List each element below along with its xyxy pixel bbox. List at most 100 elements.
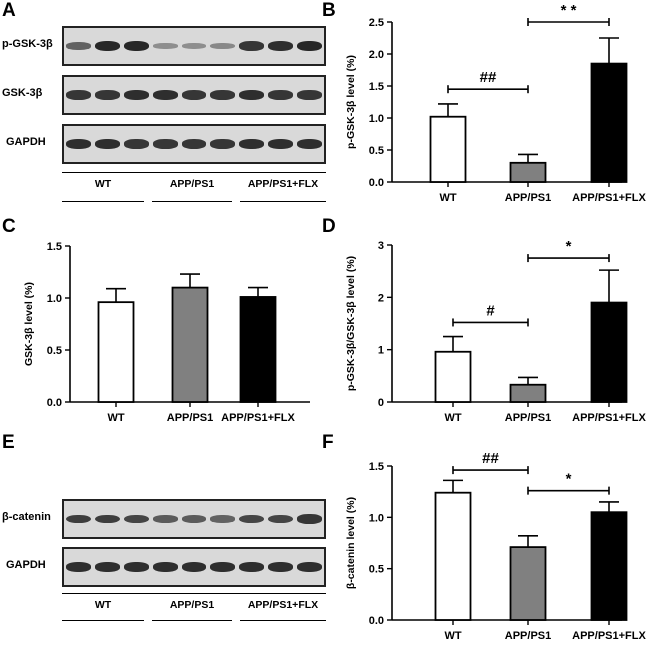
blot-band <box>239 41 265 51</box>
blot-band <box>181 43 207 49</box>
bar-c <box>171 286 209 403</box>
blot-band <box>239 139 265 149</box>
blot-band <box>181 90 207 100</box>
blot-band <box>210 562 236 572</box>
y-tick-label-f: 0.0 <box>369 615 384 627</box>
x-tick-label-d: WT <box>444 412 461 424</box>
blot-band <box>181 139 207 149</box>
x-tick-label-b: APP/PS1+FLX <box>572 192 646 204</box>
bar-f <box>509 546 547 621</box>
x-tick-label-f: APP/PS1 <box>505 630 551 642</box>
panel-letter-e: E <box>2 432 15 453</box>
x-tick-label-b: APP/PS1 <box>505 192 551 204</box>
group-label-app-a: APP/PS1 <box>169 178 215 190</box>
blot-band <box>94 41 120 51</box>
blot-band <box>297 41 322 51</box>
group-label-wt-e: WT <box>94 599 112 611</box>
group-line-wt-e <box>62 620 144 621</box>
blot-label-gsk3b: GSK-3β <box>2 87 43 99</box>
blot-band <box>66 514 91 524</box>
group-line-app-a <box>152 201 232 202</box>
blot-strip-p-gsk3b <box>62 26 326 66</box>
blot-band <box>268 514 294 524</box>
group-line-flx-a <box>240 201 326 202</box>
panel-letter-b: B <box>322 0 336 21</box>
sig-label-f: * <box>566 471 572 488</box>
group-label-flx-e: APP/PS1+FLX <box>247 599 319 611</box>
bar-f <box>590 511 628 621</box>
blot-band <box>123 514 149 524</box>
y-tick-label-b: 0.0 <box>369 177 384 189</box>
x-tick-label-f: WT <box>444 630 461 642</box>
blot-band <box>152 515 178 523</box>
y-tick-label-b: 2.0 <box>369 49 384 61</box>
y-tick-label-b: 1.5 <box>369 81 384 93</box>
bar-c <box>97 301 135 403</box>
y-tick-label-f: 1.0 <box>369 512 384 524</box>
blot-band <box>268 90 294 100</box>
blot-band <box>239 562 265 572</box>
panel-letter-a: A <box>2 0 16 21</box>
y-tick-label-d: 1 <box>378 345 384 357</box>
blot-band <box>239 514 265 524</box>
y-tick-label-f: 0.5 <box>369 564 384 576</box>
blot-band <box>123 139 149 149</box>
blot-band <box>297 139 322 149</box>
blot-strip-b-catenin <box>62 499 326 539</box>
blot-band <box>123 90 149 100</box>
blot-band <box>94 514 120 524</box>
y-tick-label-d: 0 <box>378 397 384 409</box>
blot-band <box>181 515 207 523</box>
blot-band <box>268 139 294 149</box>
blot-band <box>297 514 322 524</box>
blot-band <box>268 41 294 51</box>
blot-strip-gapdh-a <box>62 124 326 164</box>
blot-band <box>210 90 236 100</box>
x-tick-label-d: APP/PS1+FLX <box>572 412 646 424</box>
blot-band <box>123 562 149 572</box>
blot-band <box>297 90 322 100</box>
x-tick-label-b: WT <box>439 192 456 204</box>
group-label-app-e: APP/PS1 <box>169 599 215 611</box>
x-tick-label-d: APP/PS1 <box>505 412 551 424</box>
sig-label-b: ## <box>480 69 497 86</box>
blot-band <box>181 562 207 572</box>
blot-band <box>210 139 236 149</box>
x-tick-label-c: WT <box>107 412 124 424</box>
y-axis-label-c: GSK-3β level (%) <box>23 282 35 366</box>
group-line-wt-a <box>62 201 144 202</box>
blot-band <box>152 90 178 100</box>
group-line-app-e <box>152 620 232 621</box>
blot-band <box>152 562 178 572</box>
bar-c <box>239 296 277 403</box>
blot-band <box>268 562 294 572</box>
y-tick-label-c: 1.0 <box>47 293 62 305</box>
blot-separator-top-a <box>62 172 326 173</box>
sig-label-d: * <box>566 238 572 255</box>
blot-label-b-catenin: β-catenin <box>2 511 51 523</box>
blot-label-p-gsk3b: p-GSK-3β <box>2 38 53 50</box>
x-tick-label-c: APP/PS1 <box>167 412 213 424</box>
group-label-wt-a: WT <box>94 178 112 190</box>
sig-label-d: # <box>486 302 495 319</box>
y-tick-label-b: 2.5 <box>369 17 384 29</box>
blot-band <box>66 562 91 572</box>
blot-separator-top-e <box>62 593 326 594</box>
blot-band <box>94 562 120 572</box>
y-tick-label-c: 0.0 <box>47 397 62 409</box>
blot-band <box>152 139 178 149</box>
sig-label-f: ## <box>482 450 499 467</box>
blot-band <box>94 90 120 100</box>
y-tick-label-f: 1.5 <box>369 461 384 473</box>
panel-letter-f: F <box>322 432 334 453</box>
y-axis-label-b: p-GSK-3β level (%) <box>345 55 357 149</box>
blot-band <box>66 90 91 100</box>
y-tick-label-c: 0.5 <box>47 345 62 357</box>
blot-band <box>123 41 149 51</box>
panel-letter-d: D <box>322 216 336 237</box>
blot-band <box>152 43 178 49</box>
y-tick-label-d: 2 <box>378 292 384 304</box>
x-tick-label-f: APP/PS1+FLX <box>572 630 646 642</box>
